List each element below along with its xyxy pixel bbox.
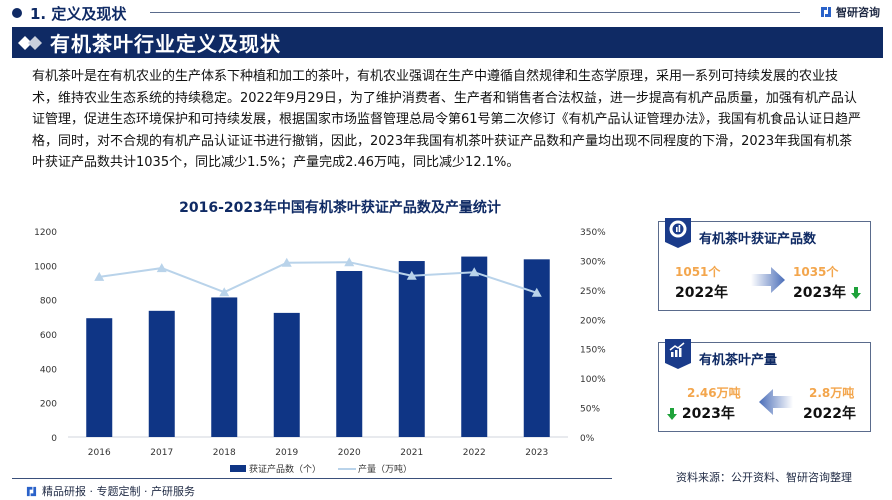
x-axis-tick: 2022 <box>463 448 486 458</box>
left-axis-tick: 600 <box>40 331 57 341</box>
x-axis-tick: 2016 <box>88 448 111 458</box>
x-axis-tick: 2019 <box>275 448 298 458</box>
header-divider <box>150 12 800 13</box>
left-axis-tick: 1000 <box>34 262 57 272</box>
banner-title: 有机茶叶行业定义及现状 <box>50 32 281 56</box>
left-axis-tick: 0 <box>51 434 57 444</box>
down-arrow-icon <box>850 287 861 299</box>
products-2023-value: 1035个 <box>793 265 839 279</box>
output-2022-year: 2022年 <box>803 406 856 422</box>
left-axis-tick: 200 <box>40 400 57 410</box>
x-axis-tick: 2020 <box>338 448 361 458</box>
legend-line-label: 产量（万吨） <box>358 463 412 475</box>
footer-divider <box>12 478 612 479</box>
legend-bar-label: 获证产品数（个） <box>249 463 321 475</box>
bullet-dot-icon <box>12 8 22 18</box>
line-marker <box>219 287 230 297</box>
right-axis-tick: 200% <box>580 316 606 326</box>
left-axis-tick: 1200 <box>34 228 57 238</box>
output-2023-value: 2.46万吨 <box>687 386 741 400</box>
bar <box>398 261 425 437</box>
x-axis-tick: 2021 <box>400 448 423 458</box>
chart-badge-icon <box>665 218 691 248</box>
right-axis-tick: 350% <box>580 228 606 238</box>
output-2023-year-text: 2023年 <box>681 406 735 422</box>
products-2023-year: 2023年 <box>793 282 861 302</box>
right-axis-tick: 300% <box>580 257 606 267</box>
brand-logo-icon <box>821 7 831 17</box>
legend-bar-swatch <box>230 465 246 472</box>
title-banner: 有机茶叶行业定义及现状 <box>12 27 883 58</box>
bar <box>523 259 550 437</box>
output-card-title: 有机茶叶产量 <box>699 353 778 368</box>
section-title: 1. 定义及现状 <box>30 4 127 23</box>
products-card-title: 有机茶叶获证产品数 <box>699 232 817 247</box>
down-arrow-icon <box>667 408 677 420</box>
footer-slogan-text: 精品研报 · 专题定制 · 产研服务 <box>42 485 195 498</box>
bar <box>336 270 363 437</box>
bar <box>461 256 488 437</box>
line-series <box>99 261 538 294</box>
line-marker <box>156 263 167 273</box>
left-axis-tick: 400 <box>40 365 57 375</box>
source-note: 资料来源：公开资料、智研咨询整理 <box>676 471 852 484</box>
bar <box>148 310 175 437</box>
growth-chart-icon <box>665 339 691 369</box>
products-2023-year-text: 2023年 <box>793 285 846 301</box>
line-marker <box>406 270 417 280</box>
line-marker <box>469 267 480 277</box>
x-axis-tick: 2017 <box>150 448 173 458</box>
products-card: 有机茶叶获证产品数 1051个 2022年 1035个 2023年 <box>658 218 871 311</box>
right-axis-tick: 50% <box>580 405 600 415</box>
description-paragraph: 有机茶叶是在有机农业的生产体系下种植和加工的茶叶，有机农业强调在生产中遵循自然规… <box>32 69 862 170</box>
arrow-left-icon <box>759 389 793 415</box>
brand-logo-small-icon <box>26 486 37 496</box>
left-axis-tick: 800 <box>40 297 57 307</box>
right-axis-tick: 250% <box>580 287 606 297</box>
output-2022-value: 2.8万吨 <box>809 386 855 400</box>
brand-logo: 智研咨询 <box>820 4 880 20</box>
chart-title: 2016-2023年中国有机茶叶获证产品数及产量统计 <box>179 200 501 216</box>
line-marker <box>531 287 542 297</box>
footer-slogan: 精品研报 · 专题定制 · 产研服务 <box>26 483 195 499</box>
right-axis-tick: 100% <box>580 375 606 385</box>
brand-name: 智研咨询 <box>836 6 880 19</box>
line-marker <box>281 257 292 267</box>
bar <box>86 318 113 437</box>
products-2022-year: 2022年 <box>675 285 728 301</box>
chart: 0 200 400 600 800 1000 1200 0% 50% 100% 150% 200% 25… <box>34 228 606 475</box>
x-axis-tick: 2023 <box>525 448 548 458</box>
bar <box>211 297 238 437</box>
right-axis-tick: 150% <box>580 346 606 356</box>
line-marker <box>94 271 105 281</box>
section-header: 1. 定义及现状 <box>12 3 126 23</box>
right-axis-tick: 0% <box>580 434 595 444</box>
output-2023-year: 2023年 <box>667 403 735 423</box>
diamond-icon <box>18 35 42 50</box>
x-axis-tick: 2018 <box>213 448 236 458</box>
bar <box>273 312 300 437</box>
output-card: 有机茶叶产量 2.46万吨 2023年 2.8万吨 2022年 <box>658 339 871 432</box>
products-2022-value: 1051个 <box>675 265 721 279</box>
line-marker <box>344 257 355 267</box>
arrow-right-icon <box>751 267 785 293</box>
